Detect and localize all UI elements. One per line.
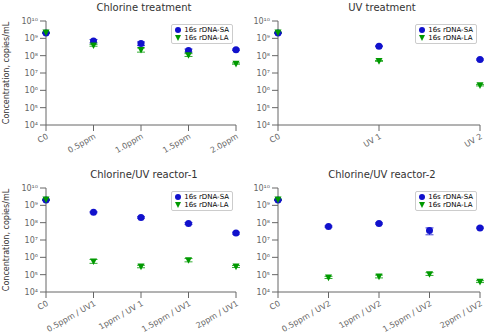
svg-text:10⁶: 10⁶ bbox=[25, 253, 38, 262]
svg-text:10⁴: 10⁴ bbox=[257, 288, 270, 297]
svg-text:10⁹: 10⁹ bbox=[25, 34, 38, 43]
svg-text:10⁶: 10⁶ bbox=[257, 86, 270, 95]
svg-text:2.0ppm: 2.0ppm bbox=[209, 132, 240, 155]
svg-text:1ppm / UV2: 1ppm / UV2 bbox=[337, 299, 382, 330]
svg-text:C0: C0 bbox=[36, 132, 50, 145]
svg-text:2ppm / UV2: 2ppm / UV2 bbox=[438, 299, 480, 330]
svg-text:10⁶: 10⁶ bbox=[25, 86, 38, 95]
html-text:16s rDNA-LA: 16s rDNA-LA bbox=[428, 201, 473, 209]
svg-text:1.5ppm: 1.5ppm bbox=[161, 132, 192, 155]
svg-text:10⁴: 10⁴ bbox=[257, 121, 270, 130]
svg-text:UV 2: UV 2 bbox=[463, 132, 480, 149]
html-text:16s rDNA-SA: 16s rDNA-SA bbox=[428, 26, 473, 34]
svg-text:10¹⁰: 10¹⁰ bbox=[21, 184, 38, 193]
html-text:16s rDNA-SA: 16s rDNA-SA bbox=[184, 26, 229, 34]
svg-text:10⁹: 10⁹ bbox=[25, 201, 38, 210]
html-text:16s rDNA-LA: 16s rDNA-LA bbox=[428, 34, 473, 42]
svg-text:10⁸: 10⁸ bbox=[25, 52, 38, 61]
svg-text:10⁸: 10⁸ bbox=[25, 219, 38, 228]
svg-text:C0: C0 bbox=[36, 299, 50, 312]
svg-text:10¹⁰: 10¹⁰ bbox=[253, 184, 270, 193]
html-text:16s rDNA-SA: 16s rDNA-SA bbox=[184, 193, 229, 201]
svg-text:10⁷: 10⁷ bbox=[257, 69, 270, 78]
svg-text:10⁴: 10⁴ bbox=[25, 121, 38, 130]
svg-text:C0: C0 bbox=[268, 299, 282, 312]
svg-text:10⁷: 10⁷ bbox=[257, 236, 270, 245]
svg-text:10⁷: 10⁷ bbox=[25, 236, 38, 245]
svg-text:10⁵: 10⁵ bbox=[257, 271, 270, 280]
svg-text:10⁵: 10⁵ bbox=[25, 104, 38, 113]
html-text:Chlorine/UV reactor-2: Chlorine/UV reactor-2 bbox=[328, 169, 436, 180]
svg-text:10⁹: 10⁹ bbox=[257, 201, 270, 210]
svg-text:C0: C0 bbox=[268, 132, 282, 145]
svg-text:0.5ppm / UV1: 0.5ppm / UV1 bbox=[45, 299, 97, 334]
svg-text:Concentration, copies/mL: Concentration, copies/mL bbox=[8, 188, 11, 291]
svg-text:10¹⁰: 10¹⁰ bbox=[21, 17, 38, 26]
html-text:16s rDNA-SA: 16s rDNA-SA bbox=[428, 193, 473, 201]
svg-text:1.5ppm / UV1: 1.5ppm / UV1 bbox=[140, 299, 192, 334]
html-text:16s rDNA-LA: 16s rDNA-LA bbox=[184, 34, 229, 42]
html-text:Chlorine treatment: Chlorine treatment bbox=[96, 2, 192, 13]
svg-text:1.5ppm / UV2: 1.5ppm / UV2 bbox=[381, 299, 433, 334]
svg-text:10⁵: 10⁵ bbox=[25, 271, 38, 280]
svg-text:10¹⁰: 10¹⁰ bbox=[253, 17, 270, 26]
svg-text:0.5ppm: 0.5ppm bbox=[66, 132, 97, 155]
svg-text:10⁹: 10⁹ bbox=[257, 34, 270, 43]
svg-text:10⁴: 10⁴ bbox=[25, 288, 38, 297]
html-text:UV treatment: UV treatment bbox=[348, 2, 416, 13]
svg-text:Concentration, copies/mL: Concentration, copies/mL bbox=[8, 21, 11, 124]
svg-text:10⁸: 10⁸ bbox=[257, 219, 270, 228]
svg-text:10⁸: 10⁸ bbox=[257, 52, 270, 61]
html-text:16s rDNA-LA: 16s rDNA-LA bbox=[184, 201, 229, 209]
svg-text:2ppm / UV1: 2ppm / UV1 bbox=[194, 299, 239, 330]
svg-text:0.5ppm / UV2: 0.5ppm / UV2 bbox=[280, 299, 332, 334]
svg-text:10⁶: 10⁶ bbox=[257, 253, 270, 262]
svg-text:1.0ppm: 1.0ppm bbox=[114, 132, 145, 155]
svg-text:10⁵: 10⁵ bbox=[257, 104, 270, 113]
svg-text:10⁷: 10⁷ bbox=[25, 69, 38, 78]
html-text:Chlorine/UV reactor-1: Chlorine/UV reactor-1 bbox=[90, 169, 198, 180]
svg-text:UV 1: UV 1 bbox=[362, 132, 383, 149]
svg-text:1ppm / UV 1: 1ppm / UV 1 bbox=[97, 299, 145, 332]
